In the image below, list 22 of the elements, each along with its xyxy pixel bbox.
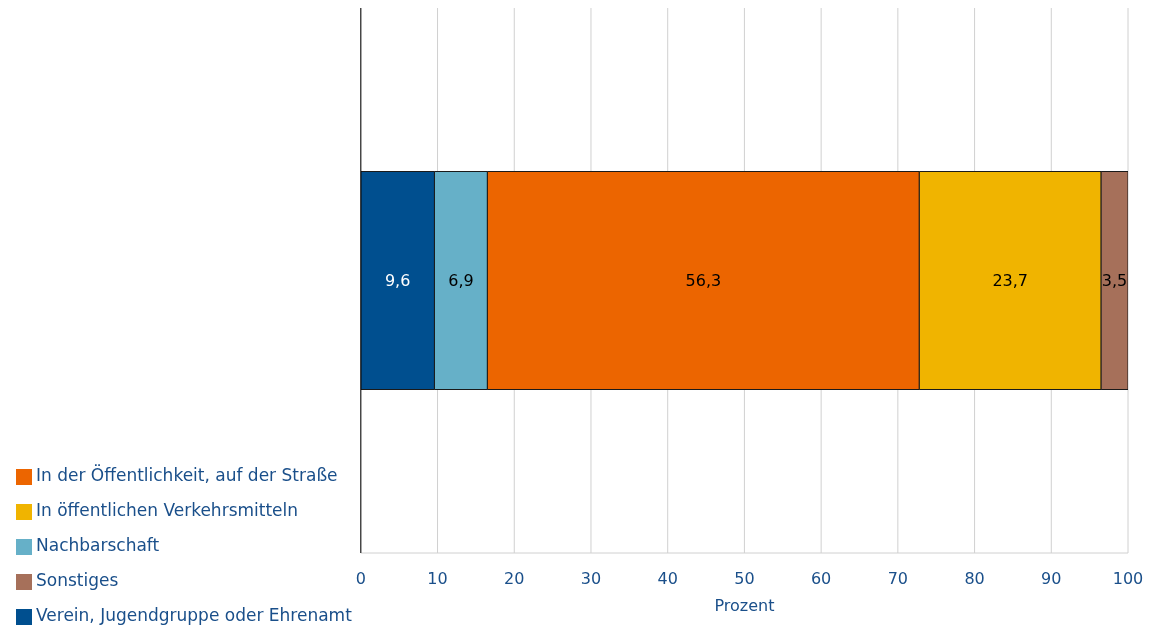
data-label: 9,6 — [384, 271, 411, 290]
legend-label: In öffentlichen Verkehrsmitteln — [36, 500, 299, 520]
data-label: 23,7 — [992, 271, 1029, 290]
x-tick-label: 90 — [1041, 569, 1062, 589]
x-tick-label: 70 — [887, 569, 909, 589]
data-label: 56,3 — [685, 271, 722, 290]
legend-label: Sonstiges — [36, 570, 119, 590]
x-tick-label: 20 — [504, 569, 525, 589]
legend-label: Verein, Jugendgruppe oder Ehrenamt — [36, 605, 352, 625]
x-axis-title: Prozent — [714, 596, 775, 615]
data-label: 6,9 — [448, 271, 474, 290]
x-tick-label: 30 — [580, 569, 602, 589]
x-tick-label: 50 — [734, 569, 755, 589]
legend-label: In der Öffentlichkeit, auf der Straße — [36, 465, 338, 485]
x-tick-label: 0 — [355, 569, 366, 589]
legend-label: Nachbarschaft — [36, 535, 160, 555]
data-label: 3,5 — [1101, 271, 1128, 290]
x-tick-label: 100 — [1112, 569, 1144, 589]
x-tick-label: 40 — [657, 569, 678, 589]
x-tick-label: 60 — [810, 569, 832, 589]
x-tick-label: 80 — [964, 569, 985, 589]
x-tick-label: 10 — [427, 569, 448, 589]
